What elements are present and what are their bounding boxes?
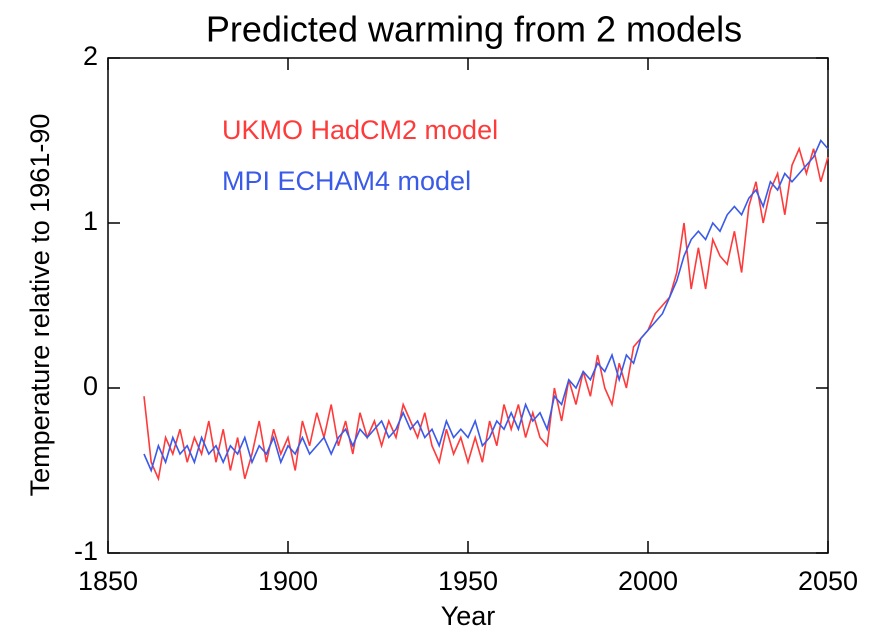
x-tick-label: 1900 — [258, 566, 318, 596]
y-tick-label: 2 — [83, 41, 98, 71]
x-tick-label: 2050 — [798, 566, 858, 596]
y-tick-label: -1 — [74, 536, 98, 566]
y-axis-label: Temperature relative to 1961-90 — [25, 114, 55, 497]
y-tick-label: 0 — [83, 371, 98, 401]
x-axis-label: Year — [441, 601, 496, 631]
legend-label: UKMO HadCM2 model — [222, 115, 498, 145]
legend-label: MPI ECHAM4 model — [222, 166, 471, 196]
x-tick-label: 1850 — [78, 566, 138, 596]
x-tick-label: 1950 — [438, 566, 498, 596]
x-tick-label: 2000 — [618, 566, 678, 596]
series-line — [143, 139, 829, 473]
series-line — [143, 146, 829, 482]
y-tick-label: 1 — [83, 206, 98, 236]
chart-title: Predicted warming from 2 models — [206, 9, 742, 50]
